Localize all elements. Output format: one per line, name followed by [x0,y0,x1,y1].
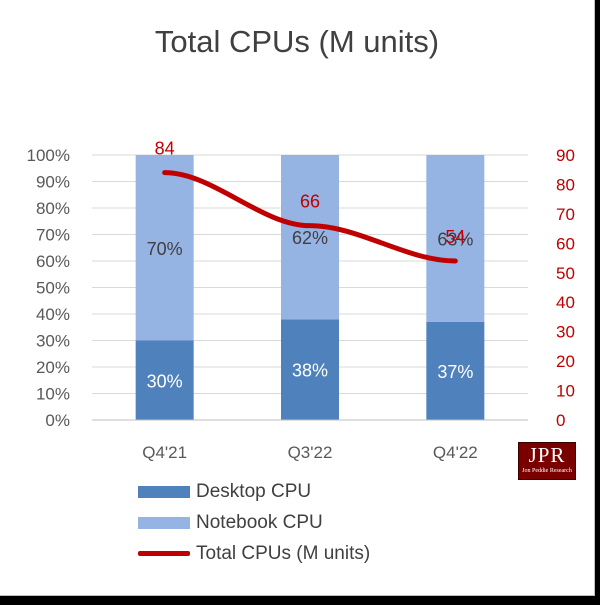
legend-label-total: Total CPUs (M units) [196,542,371,564]
y-right-tick-label: 10 [556,382,575,401]
y-left-tick-label: 20% [36,358,70,377]
bar-desktop [426,321,485,420]
legend-label-desktop: Desktop CPU [196,480,312,502]
y-left-tick-label: 10% [36,385,70,404]
legend-item-notebook: Notebook CPU [138,507,370,538]
x-tick-label: Q4'21 [142,443,187,462]
legend-swatch-notebook [138,516,190,529]
y-right-tick-label: 20 [556,352,575,371]
bar-desktop [135,340,194,420]
x-tick-label: Q4'22 [433,443,478,462]
chart-plot: 0% 10% 20% 30% 40% 50% 60% 70% 80% 90% 100% 0 10 20 30… [27,139,575,462]
y-right-tick-label: 30 [556,323,575,342]
y-left-tick-label: 80% [36,199,70,218]
line-label-total: 54 [445,227,465,247]
bar-notebook [426,155,485,322]
logo-subtext: Jon Peddie Research [522,468,572,474]
bar-label-desktop: 38% [292,361,328,381]
jpr-logo: JPR Jon Peddie Research [518,442,576,480]
line-label-total: 66 [300,192,320,212]
y-right-tick-label: 90 [556,146,575,165]
bar-label-desktop: 37% [437,362,473,382]
bar-label-notebook: 70% [147,239,183,259]
bar-notebook [281,155,339,320]
bar-notebook [135,155,194,341]
y-left-tick-label: 50% [36,279,70,298]
bar-label-desktop: 30% [147,371,183,391]
y-right-tick-label: 80 [556,175,575,194]
y-left-tick-label: 60% [36,252,70,271]
bar-label-notebook: 63% [437,229,473,249]
x-tick-label: Q3'22 [288,443,333,462]
y-left-tick-label: 70% [36,226,70,245]
y-right-tick-label: 0 [556,411,565,430]
logo-text: JPR [528,443,566,467]
y-right-tick-label: 40 [556,293,575,312]
y-right-tick-label: 60 [556,234,575,253]
legend-line-total [138,551,190,556]
legend: Desktop CPU Notebook CPU Total CPUs (M u… [138,476,370,569]
y-left-tick-label: 30% [36,332,70,351]
y-left-tick-label: 90% [36,173,70,192]
legend-item-total: Total CPUs (M units) [138,538,370,569]
y-left-tick-label: 0% [45,411,70,430]
bar-desktop [281,319,339,420]
legend-label-notebook: Notebook CPU [196,511,323,533]
line-total-cpus [162,170,458,264]
legend-swatch-desktop [138,485,190,498]
legend-item-desktop: Desktop CPU [138,476,370,507]
y-left-tick-label: 40% [36,305,70,324]
chart-title: Total CPUs (M units) [154,24,440,59]
y-right-tick-label: 50 [556,264,575,283]
y-right-tick-label: 70 [556,205,575,224]
chart-frame: Total CPUs (M units) 0% 10% 20% 30% 40% 50% 60… [0,0,595,596]
y-left-tick-label: 100% [27,146,70,165]
line-label-total: 84 [155,139,175,159]
bar-label-notebook: 62% [292,228,328,248]
